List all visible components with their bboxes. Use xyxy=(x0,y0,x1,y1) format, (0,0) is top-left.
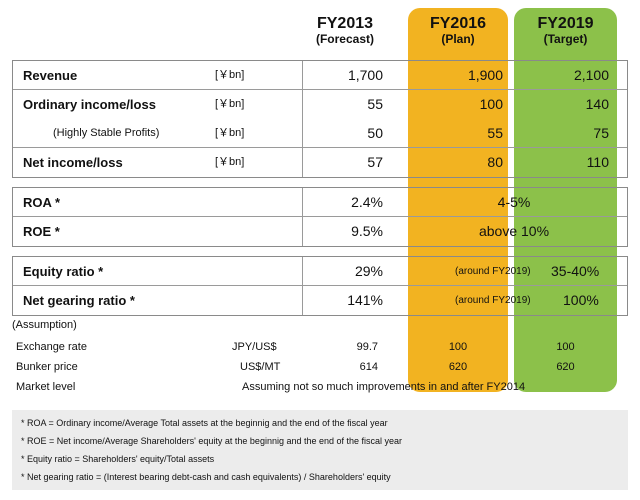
ordinary-income-label: Ordinary income/loss xyxy=(23,97,156,112)
exchange-rate-fy2019: 100 xyxy=(556,341,575,353)
ordinary-income-row: Ordinary income/loss [￥bn] 55 100 140 xyxy=(13,90,627,119)
net-gearing-fy2019: 100% xyxy=(563,292,599,308)
ordinary-income-fy2019: 140 xyxy=(585,96,609,112)
net-income-label: Net income/loss xyxy=(23,155,123,170)
returns-table: ROA * 2.4% 4-5% ROE * 9.5% above 10% xyxy=(12,187,628,247)
revenue-label: Revenue xyxy=(23,68,78,83)
bunker-price-fy2013: 614 xyxy=(359,361,378,373)
bunker-price-fy2019: 620 xyxy=(556,361,575,373)
revenue-fy2019: 2,100 xyxy=(573,67,609,83)
fy2016-column-highlight xyxy=(408,8,508,392)
column-divider xyxy=(302,188,303,246)
stable-profits-fy2016: 55 xyxy=(487,125,503,141)
revenue-fy2016: 1,900 xyxy=(467,67,503,83)
bunker-price-unit: US$/MT xyxy=(240,361,281,373)
roa-label: ROA * xyxy=(23,195,61,210)
net-income-unit: [￥bn] xyxy=(215,156,245,168)
header-fy2013: FY2013 (Forecast) xyxy=(300,15,390,46)
column-divider xyxy=(302,61,303,177)
exchange-rate-fy2016: 100 xyxy=(448,341,468,353)
roe-row: ROE * 9.5% above 10% xyxy=(13,217,627,246)
net-gearing-fy2013: 141% xyxy=(347,292,383,308)
stable-profits-fy2019: 75 xyxy=(593,125,609,141)
income-table: Revenue [￥bn] 1,700 1,900 2,100 Ordinary… xyxy=(12,60,628,178)
net-gearing-row: Net gearing ratio * 141% (around FY2019)… xyxy=(13,286,627,315)
equity-ratio-note: (around FY2019) xyxy=(455,266,531,277)
bunker-price-label: Bunker price xyxy=(16,361,78,373)
equity-ratio-row: Equity ratio * 29% (around FY2019) 35-40… xyxy=(13,257,627,286)
stable-profits-label: (Highly Stable Profits) xyxy=(53,127,160,139)
exchange-rate-unit: JPY/US$ xyxy=(232,341,277,353)
header-fy2013-year: FY2013 xyxy=(316,15,374,32)
stable-profits-row: (Highly Stable Profits) [￥bn] 50 55 75 xyxy=(13,119,627,148)
header-fy2016-sub: (Plan) xyxy=(441,31,475,46)
roe-target: above 10% xyxy=(478,223,550,239)
footnotes: * ROA = Ordinary income/Average Total as… xyxy=(12,410,628,490)
header-fy2019-sub: (Target) xyxy=(543,31,588,46)
assumption-title: (Assumption) xyxy=(12,319,77,331)
equity-ratio-label: Equity ratio * xyxy=(23,264,104,279)
equity-ratio-fy2013: 29% xyxy=(354,263,383,279)
ordinary-income-fy2013: 55 xyxy=(367,96,383,112)
header-fy2019-year: FY2019 xyxy=(537,15,594,32)
fy2019-column-highlight xyxy=(514,8,617,392)
equity-ratio-fy2019: 35-40% xyxy=(551,263,600,279)
footnote-net-gearing: * Net gearing ratio = (Interest bearing … xyxy=(21,472,391,482)
ordinary-income-unit: [￥bn] xyxy=(215,98,245,110)
roa-row: ROA * 2.4% 4-5% xyxy=(13,188,627,217)
roa-fy2013: 2.4% xyxy=(351,194,383,210)
net-income-row: Net income/loss [￥bn] 57 80 110 xyxy=(13,148,627,177)
net-income-fy2013: 57 xyxy=(367,154,383,170)
market-level-text: Assuming not so much improvements in and… xyxy=(242,381,526,393)
ordinary-income-fy2016: 100 xyxy=(479,96,503,112)
ratios-table: Equity ratio * 29% (around FY2019) 35-40… xyxy=(12,256,628,316)
stable-profits-unit: [￥bn] xyxy=(215,127,245,139)
exchange-rate-fy2013: 99.7 xyxy=(356,341,378,353)
bunker-price-fy2016: 620 xyxy=(448,361,468,373)
footnote-roe: * ROE = Net income/Average Shareholders'… xyxy=(21,436,403,446)
net-income-fy2016: 80 xyxy=(487,154,503,170)
roe-label: ROE * xyxy=(23,224,60,239)
header-fy2016-year: FY2016 xyxy=(429,15,487,32)
header-fy2019: FY2019 (Target) xyxy=(514,15,617,46)
column-divider xyxy=(302,257,303,315)
net-gearing-label: Net gearing ratio * xyxy=(23,293,135,308)
revenue-row: Revenue [￥bn] 1,700 1,900 2,100 xyxy=(13,61,627,90)
exchange-rate-label: Exchange rate xyxy=(16,341,87,353)
market-level-label: Market level xyxy=(16,381,76,393)
revenue-unit: [￥bn] xyxy=(215,69,245,81)
net-gearing-note: (around FY2019) xyxy=(455,295,531,306)
stable-profits-fy2013: 50 xyxy=(367,125,383,141)
revenue-fy2013: 1,700 xyxy=(347,67,383,83)
roa-target: 4-5% xyxy=(497,194,531,210)
header-fy2016: FY2016 (Plan) xyxy=(408,15,508,46)
footnote-roa: * ROA = Ordinary income/Average Total as… xyxy=(21,418,388,428)
net-income-fy2019: 110 xyxy=(586,154,609,170)
header-fy2013-sub: (Forecast) xyxy=(315,31,374,46)
footnote-equity-ratio: * Equity ratio = Shareholders' equity/To… xyxy=(21,454,215,464)
roe-fy2013: 9.5% xyxy=(351,223,383,239)
